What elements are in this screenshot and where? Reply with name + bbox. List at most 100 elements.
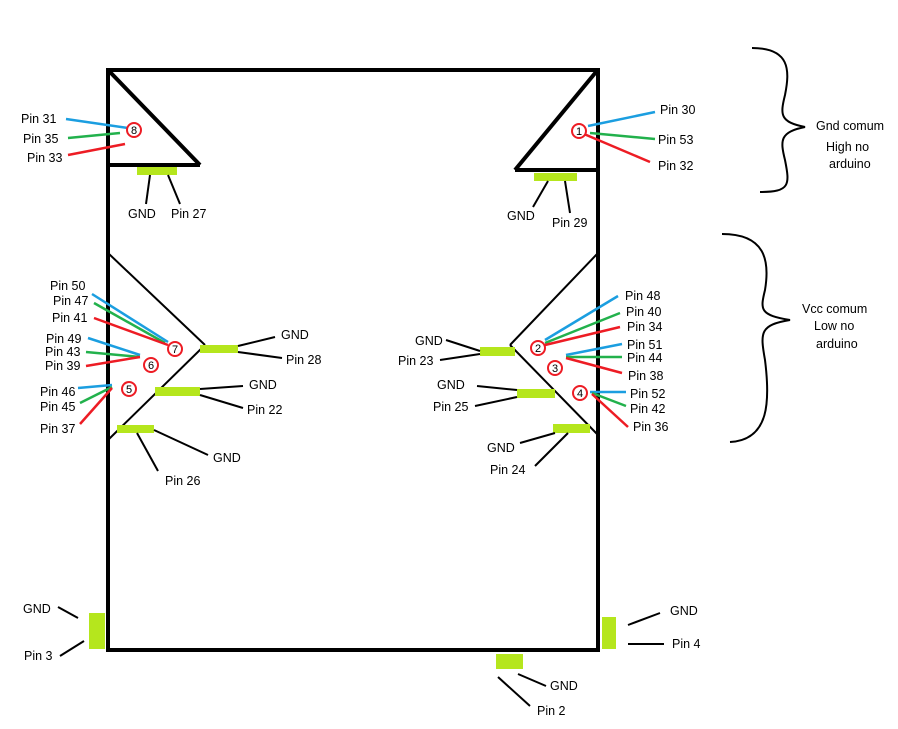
label-gnd-24: GND (487, 441, 515, 455)
label-pin51: Pin 51 (627, 338, 662, 352)
leader-pin25 (474, 396, 518, 407)
label-pin36: Pin 36 (633, 420, 668, 434)
leader-pin29 (564, 180, 571, 214)
mid-right-wedge-top (509, 252, 599, 346)
wire-pin34 (544, 325, 621, 347)
led-2: 2 (530, 340, 546, 356)
label-pin24: Pin 24 (490, 463, 525, 477)
leader-pin23 (439, 353, 481, 361)
label-pin3: Pin 3 (24, 649, 53, 663)
pad-pin26 (117, 425, 154, 433)
leader-gnd-2 (517, 673, 547, 687)
leader-lines (57, 174, 664, 707)
label-gnd-25: GND (437, 378, 465, 392)
top-right-triangle-edge (513, 70, 598, 172)
wire-pin38 (565, 356, 623, 375)
leader-gnd-4 (627, 612, 661, 626)
wire-pin31 (65, 117, 129, 130)
label-pin27: Pin 27 (171, 207, 206, 221)
label-gnd-28: GND (281, 328, 309, 342)
leader-gnd-22 (199, 385, 244, 390)
wire-pin37 (79, 387, 113, 425)
led-3-circle (547, 360, 563, 376)
led-6: 6 (143, 357, 159, 373)
mid-left-wedge-top (107, 252, 206, 346)
leader-gnd-24 (519, 432, 556, 444)
label-pin46: Pin 46 (40, 385, 75, 399)
board-outline (106, 68, 600, 652)
wire-pin30 (587, 110, 656, 128)
led-2-circle (530, 340, 546, 356)
wire-pin41 (93, 316, 169, 347)
leader-pin27 (167, 174, 181, 205)
wire-pin39 (85, 355, 141, 368)
pad-pin27 (137, 167, 177, 175)
leader-pin2 (497, 676, 531, 707)
label-pin50: Pin 50 (50, 279, 85, 293)
label-pin39: Pin 39 (45, 359, 80, 373)
label-vcc-comum-line1: Vcc comum (802, 302, 867, 316)
led-8-circle (126, 122, 142, 138)
wire-pin47 (93, 301, 166, 345)
label-pin47: Pin 47 (53, 294, 88, 308)
labels: Pin 31 Pin 3 5 Pin 33 GND Pin 27 Pin 30 P… (21, 103, 884, 718)
label-pin31: Pin 31 (21, 112, 56, 126)
label-gnd-comum-line2: High no (826, 140, 869, 154)
led-4-circle (572, 385, 588, 401)
wire-pin32 (583, 132, 651, 164)
label-gnd-3: GND (23, 602, 51, 616)
leader-gnd-3 (57, 606, 79, 619)
leader-gnd-top-left (145, 174, 151, 205)
pad-pin22 (155, 387, 200, 396)
label-pin22: Pin 22 (247, 403, 282, 417)
label-pin48: Pin 48 (625, 289, 660, 303)
pad-pin25 (517, 389, 555, 398)
label-gnd-22: GND (249, 378, 277, 392)
board-rectangle (106, 68, 600, 652)
pad-pin4 (602, 617, 616, 649)
label-gnd-2: GND (550, 679, 578, 693)
leader-gnd-26 (153, 429, 209, 456)
label-pin38: Pin 38 (628, 369, 663, 383)
wire-pin49 (87, 336, 141, 357)
wire-pin35 (67, 131, 121, 140)
label-pin43: Pin 43 (45, 345, 80, 359)
leader-pin28 (237, 351, 283, 359)
led-7-label: 7 (172, 344, 178, 356)
label-pin49: Pin 49 (46, 332, 81, 346)
label-pin44: Pin 44 (627, 351, 662, 365)
led-5-circle (121, 381, 137, 397)
wire-pin46 (77, 383, 113, 390)
led-2-label: 2 (535, 343, 541, 355)
leader-gnd-23 (445, 339, 481, 352)
label-gnd-top-right: GND (507, 209, 535, 223)
wire-pin43 (85, 350, 141, 359)
pad-pin23 (480, 347, 515, 356)
label-pin25: Pin 25 (433, 400, 468, 414)
label-pin52: Pin 52 (630, 387, 665, 401)
led-3-label: 3 (552, 363, 558, 375)
label-pin33: Pin 33 (27, 151, 62, 165)
label-vcc-comum-line3: arduino (816, 337, 858, 351)
led-3: 3 (547, 360, 563, 376)
label-gnd-comum-line1: Gnd comum (816, 119, 884, 133)
label-pin30: Pin 30 (660, 103, 695, 117)
leader-gnd-top-right (532, 180, 549, 208)
label-gnd-top-left: GND (128, 207, 156, 221)
pad-pin28 (200, 345, 238, 353)
led-6-circle (143, 357, 159, 373)
label-vcc-comum-line2: Low no (814, 319, 854, 333)
label-pin37: Pin 37 (40, 422, 75, 436)
led-5: 5 (121, 381, 137, 397)
label-pin29: Pin 29 (552, 216, 587, 230)
label-gnd-comum-line3: arduino (829, 157, 871, 171)
label-pin53: Pin 53 (658, 133, 693, 147)
label-pin41: Pin 41 (52, 311, 87, 325)
leader-pin22 (199, 394, 244, 409)
wires (65, 110, 656, 428)
wire-pin33 (67, 142, 126, 157)
wire-pin45 (79, 385, 113, 405)
label-gnd-23: GND (415, 334, 443, 348)
wire-pin42 (591, 391, 627, 408)
leader-pin26 (136, 432, 159, 472)
